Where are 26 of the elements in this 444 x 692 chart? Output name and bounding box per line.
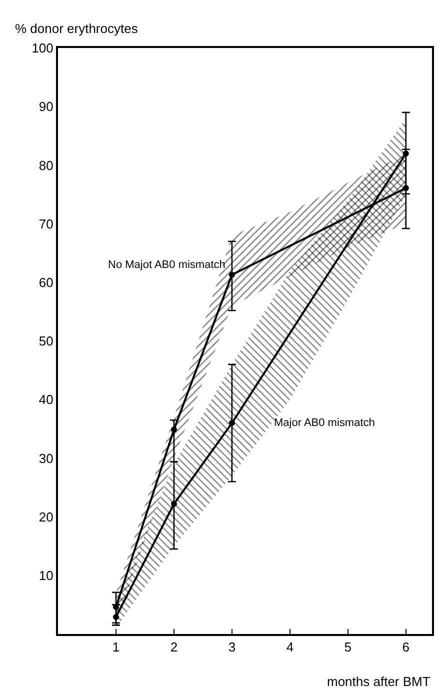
point xyxy=(112,614,119,620)
point xyxy=(170,500,177,507)
point xyxy=(228,272,235,278)
y-tick-label: 70 xyxy=(38,216,54,232)
y-tick-label: 30 xyxy=(38,450,54,466)
y-axis-title: % donor erythrocytes xyxy=(15,21,138,36)
point xyxy=(402,150,409,156)
y-tick-label: 40 xyxy=(38,392,54,408)
x-tick-label: 2 xyxy=(170,640,178,655)
series-label: No Majot AB0 mismatch xyxy=(108,259,226,271)
x-tick-label: 5 xyxy=(344,640,352,655)
y-tick-label: 20 xyxy=(38,509,54,524)
x-axis-title: months after BMT xyxy=(327,674,430,689)
x-tick-label: 3 xyxy=(228,640,236,655)
point xyxy=(228,420,235,426)
y-tick-label: 90 xyxy=(38,99,54,114)
x-tick-label: 6 xyxy=(402,640,410,655)
y-tick-label: 100 xyxy=(32,40,54,56)
y-tick-label: 80 xyxy=(38,158,54,173)
x-tick-label: 1 xyxy=(112,640,120,655)
y-tick-label: 60 xyxy=(38,274,54,290)
x-tick-label: 4 xyxy=(286,640,294,655)
text: Major AB0 mismatch xyxy=(274,417,375,429)
y-tick-label: 50 xyxy=(38,334,54,349)
point xyxy=(170,426,177,432)
y-tick-label: 10 xyxy=(38,568,54,583)
